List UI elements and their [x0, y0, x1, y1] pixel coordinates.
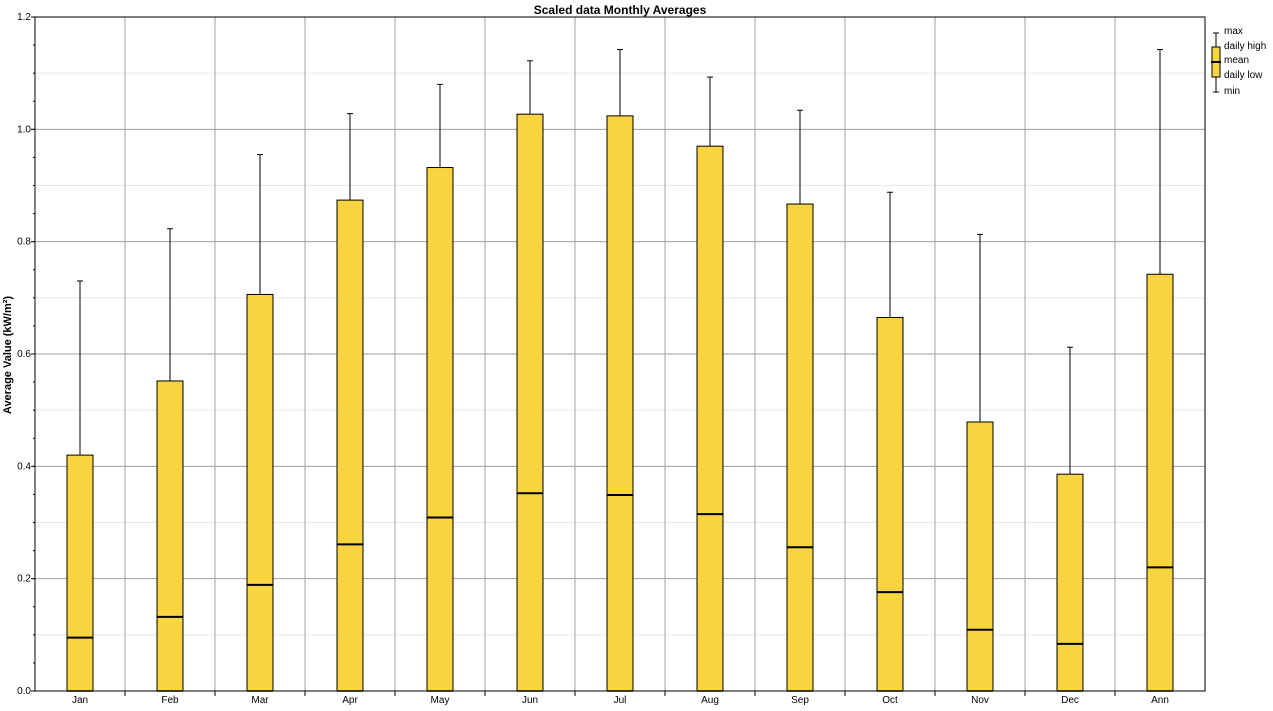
x-tick-label: Feb	[161, 695, 179, 706]
axes: 0.0 0.2 0.4 0.6 0.8 1.0 1.2 Jan Feb Mar Apr May Jun J…	[17, 12, 1169, 706]
box-body	[336, 199, 364, 692]
x-tick-label: Apr	[342, 695, 358, 706]
legend-max-label: max	[1224, 26, 1243, 37]
box-jul	[606, 49, 634, 692]
box-dec	[1056, 346, 1084, 692]
y-tick-label: 0.6	[17, 349, 31, 360]
y-tick-label: 1.0	[17, 124, 31, 135]
x-tick-label: Jul	[614, 695, 627, 706]
box-aug	[696, 76, 724, 692]
box-body	[876, 316, 904, 692]
box-sep	[786, 109, 814, 692]
x-tick-label: Sep	[791, 695, 809, 706]
box-body	[786, 203, 814, 692]
box-body	[156, 380, 184, 692]
box-body	[1056, 473, 1084, 692]
x-tick-label: Oct	[882, 695, 898, 706]
box-body	[1146, 273, 1174, 692]
y-tick-label: 0.4	[17, 461, 31, 472]
y-tick-label: 0.8	[17, 237, 31, 248]
y-tick-label: 0.0	[17, 686, 31, 697]
box-body	[246, 293, 274, 692]
chart-marks	[66, 49, 1174, 692]
x-tick-label: Jun	[522, 695, 538, 706]
box-body	[516, 113, 544, 692]
x-tick-label: Aug	[701, 695, 719, 706]
x-tick-label: Dec	[1061, 695, 1079, 706]
legend-mean-label: mean	[1224, 55, 1249, 66]
box-body	[426, 167, 454, 692]
box-apr	[336, 113, 364, 692]
x-tick-label: May	[431, 695, 450, 706]
y-axis-label: Average Value (kW/m²)	[2, 296, 14, 415]
x-tick-label: Ann	[1151, 695, 1169, 706]
box-ann	[1146, 49, 1174, 692]
x-tick-label: Jan	[72, 695, 88, 706]
y-tick-label: 0.2	[17, 574, 31, 585]
box-jan	[66, 280, 94, 692]
box-nov	[966, 233, 994, 692]
box-mar	[246, 154, 274, 692]
x-tick-label: Nov	[971, 695, 989, 706]
x-tick-label: Mar	[251, 695, 269, 706]
box-body	[966, 421, 994, 692]
y-tick-label: 1.2	[17, 12, 31, 23]
box-may	[426, 83, 454, 692]
legend-daily-low-label: daily low	[1224, 70, 1263, 81]
legend-daily-high-label: daily high	[1224, 41, 1266, 52]
legend-min-label: min	[1224, 86, 1240, 97]
box-feb	[156, 228, 184, 692]
legend: max daily high mean daily low min	[1211, 26, 1266, 97]
box-body	[66, 454, 94, 692]
box-oct	[876, 191, 904, 692]
box-jun	[516, 60, 544, 692]
chart-title: Scaled data Monthly Averages	[534, 3, 707, 17]
box-body	[696, 145, 724, 692]
box-body	[606, 115, 634, 692]
